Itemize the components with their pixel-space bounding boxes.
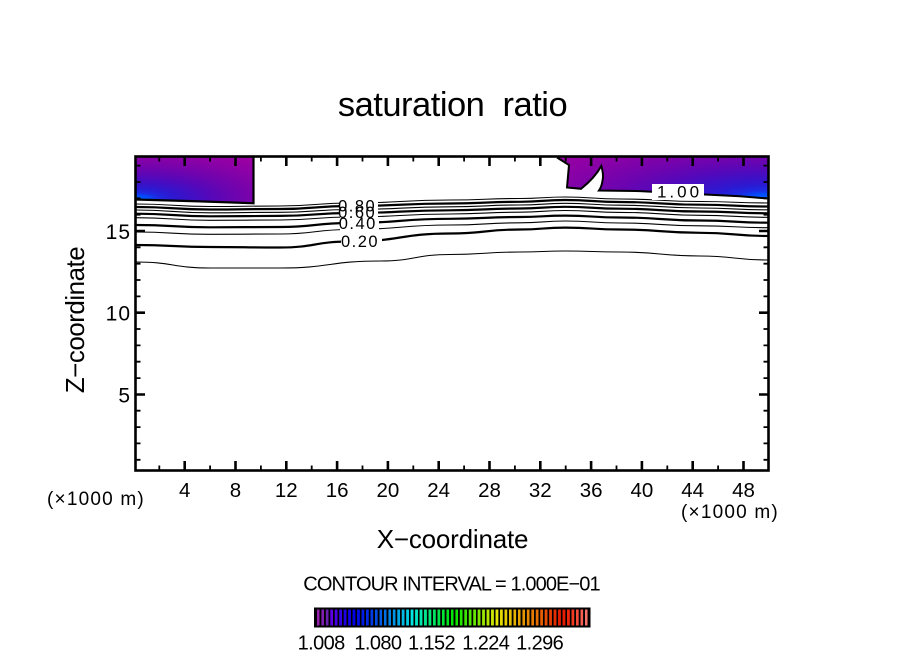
svg-text:1.00: 1.00 bbox=[657, 183, 702, 202]
svg-text:5: 5 bbox=[118, 385, 131, 408]
svg-text:1.224: 1.224 bbox=[462, 633, 510, 654]
svg-text:X−coordinate: X−coordinate bbox=[377, 524, 529, 554]
svg-text:28: 28 bbox=[478, 479, 501, 502]
svg-text:0.40: 0.40 bbox=[339, 215, 377, 233]
svg-text:1.296: 1.296 bbox=[516, 633, 564, 654]
svg-text:10: 10 bbox=[106, 303, 131, 326]
svg-text:0.20: 0.20 bbox=[341, 233, 379, 251]
svg-text:16: 16 bbox=[326, 479, 349, 502]
svg-text:saturation ratio: saturation ratio bbox=[338, 86, 567, 124]
svg-text:8: 8 bbox=[230, 479, 241, 502]
svg-text:15: 15 bbox=[106, 221, 131, 244]
svg-text:0.80: 0.80 bbox=[338, 198, 376, 216]
svg-text:1.080: 1.080 bbox=[354, 633, 402, 654]
svg-text:40: 40 bbox=[630, 479, 653, 502]
svg-text:(×1000 m): (×1000 m) bbox=[681, 502, 779, 523]
svg-text:24: 24 bbox=[427, 479, 450, 502]
svg-text:32: 32 bbox=[529, 479, 552, 502]
svg-text:1.008: 1.008 bbox=[298, 633, 346, 654]
svg-text:12: 12 bbox=[275, 479, 298, 502]
svg-text:48: 48 bbox=[732, 479, 755, 502]
svg-text:0.60: 0.60 bbox=[338, 204, 376, 222]
svg-text:20: 20 bbox=[376, 479, 399, 502]
svg-text:1.152: 1.152 bbox=[408, 633, 456, 654]
svg-text:Z−coordinate: Z−coordinate bbox=[60, 247, 90, 394]
svg-text:44: 44 bbox=[681, 479, 704, 502]
svg-text:(×1000 m): (×1000 m) bbox=[47, 489, 145, 510]
svg-text:4: 4 bbox=[179, 479, 190, 502]
svg-text:CONTOUR INTERVAL = 1.000E−01: CONTOUR INTERVAL = 1.000E−01 bbox=[303, 574, 600, 596]
svg-text:36: 36 bbox=[580, 479, 603, 502]
